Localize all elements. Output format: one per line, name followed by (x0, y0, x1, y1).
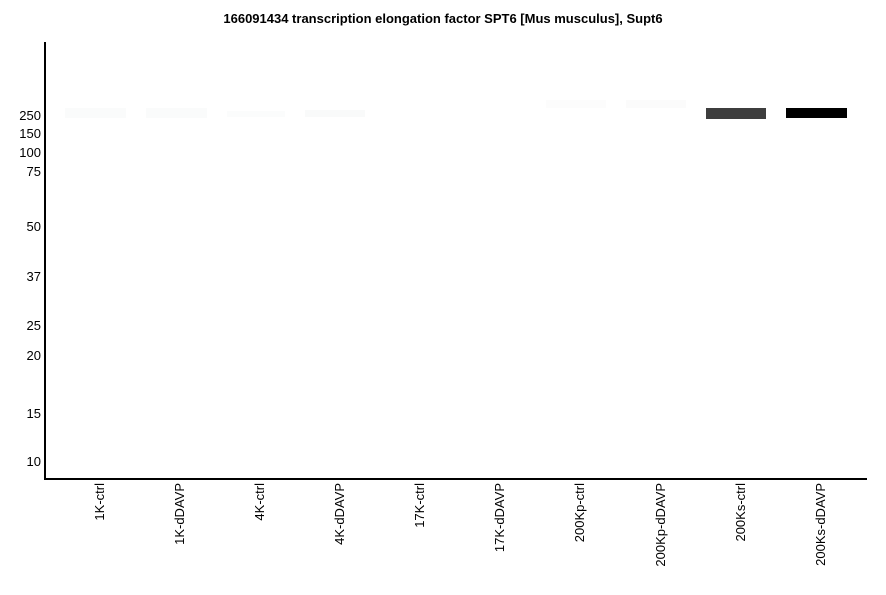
blot-band-1k-ddavp (146, 108, 207, 118)
y-tick-label-20kda: 20 (26, 348, 41, 363)
x-tick-label-200ks-ctrl: 200Ks-ctrl (733, 483, 748, 542)
y-tick-label-10kda: 10 (26, 454, 41, 469)
x-tick-label-17k-ctrl: 17K-ctrl (412, 483, 427, 528)
y-axis-line (44, 42, 46, 480)
x-tick-label-200kp-ctrl: 200Kp-ctrl (572, 483, 587, 543)
x-tick-label-200kp-ddavp: 200Kp-dDAVP (653, 483, 668, 567)
blot-band-4k-ddavp (305, 110, 365, 117)
blot-band-200kp-ddavp (626, 100, 686, 108)
y-tick-label-150kda: 150 (19, 126, 41, 141)
y-tick-label-250kda: 250 (19, 108, 41, 123)
x-tick-label-1k-ddavp: 1K-dDAVP (172, 483, 187, 545)
blot-band-200ks-ctrl (706, 108, 766, 119)
y-tick-label-25kda: 25 (26, 318, 41, 333)
chart-title: 166091434 transcription elongation facto… (223, 11, 663, 26)
blot-band-200kp-ctrl (546, 100, 606, 108)
x-tick-label-17k-ddavp: 17K-dDAVP (492, 483, 507, 553)
blot-band-4k-ctrl (227, 111, 285, 117)
y-tick-label-15kda: 15 (26, 406, 41, 421)
x-axis-line (44, 478, 867, 480)
x-tick-label-4k-ddavp: 4K-dDAVP (332, 483, 347, 545)
y-tick-label-75kda: 75 (26, 164, 41, 179)
x-tick-label-200ks-ddavp: 200Ks-dDAVP (813, 483, 828, 566)
y-tick-label-50kda: 50 (26, 219, 41, 234)
blot-band-200ks-ddavp (786, 108, 847, 118)
x-tick-label-4k-ctrl: 4K-ctrl (252, 483, 267, 521)
y-tick-label-37kda: 37 (26, 269, 41, 284)
y-tick-label-100kda: 100 (19, 145, 41, 160)
blot-band-1k-ctrl (65, 108, 126, 118)
x-tick-label-1k-ctrl: 1K-ctrl (92, 483, 107, 521)
